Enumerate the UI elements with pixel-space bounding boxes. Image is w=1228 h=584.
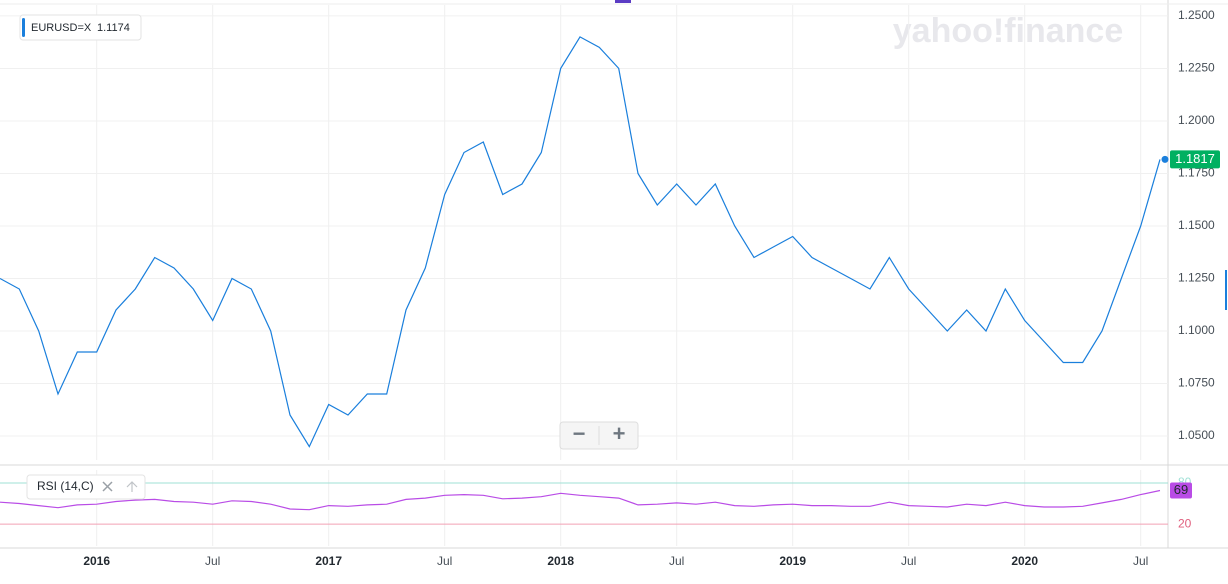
top-handle (615, 0, 631, 3)
scroll-handle (1225, 270, 1227, 310)
y-tick-label: 1.2500 (1178, 8, 1215, 22)
y-tick-label: 1.0500 (1178, 428, 1215, 442)
y2-tick-label: 20 (1178, 516, 1192, 530)
x-tick-label: Jul (205, 554, 220, 568)
y-tick-label: 1.2250 (1178, 61, 1215, 75)
legend-box (19, 14, 142, 41)
rsi-legend-box (26, 474, 146, 500)
watermark: yahoo!finance (893, 12, 1123, 50)
x-tick-label: 2020 (1011, 554, 1038, 568)
legend-label: EURUSD=X (31, 22, 92, 34)
x-tick-label: Jul (669, 554, 684, 568)
rsi-close-icon (102, 481, 113, 492)
legend-value: 1.1174 (97, 22, 130, 34)
price-line (0, 36, 1161, 448)
y-tick-label: 1.0750 (1178, 376, 1215, 390)
zoom-out[interactable]: − (573, 421, 586, 446)
y-tick-label: 1.1500 (1178, 218, 1215, 232)
rsi-legend-label: RSI (14,C) (37, 479, 94, 493)
x-tick-label: 2019 (779, 554, 806, 568)
y-tick-label: 1.1000 (1178, 323, 1215, 337)
last-value-badge (1170, 150, 1220, 169)
last-value-label: 69 (1174, 482, 1188, 497)
last-value-label: 1.1817 (1175, 151, 1215, 166)
x-tick-label: Jul (437, 554, 452, 568)
rsi-line (0, 489, 1161, 511)
y-tick-label: 1.1250 (1178, 271, 1215, 285)
x-tick-label: 2016 (83, 554, 110, 568)
x-tick-label: Jul (901, 554, 916, 568)
y-tick-label: 1.2000 (1178, 113, 1215, 127)
legend-swatch (22, 18, 25, 37)
rsi-up-icon (126, 481, 138, 492)
last-value-badge (1170, 482, 1192, 499)
zoom-controls: − + (559, 421, 639, 450)
last-point (1161, 155, 1169, 163)
x-tick-label: Jul (1133, 554, 1148, 568)
x-tick-label: 2017 (315, 554, 342, 568)
zoom-in[interactable]: + (613, 421, 626, 446)
y-tick-label: 1.1750 (1178, 166, 1215, 180)
x-tick-label: 2018 (547, 554, 574, 568)
price-legend: EURUSD=X 1.1174 (19, 14, 142, 41)
